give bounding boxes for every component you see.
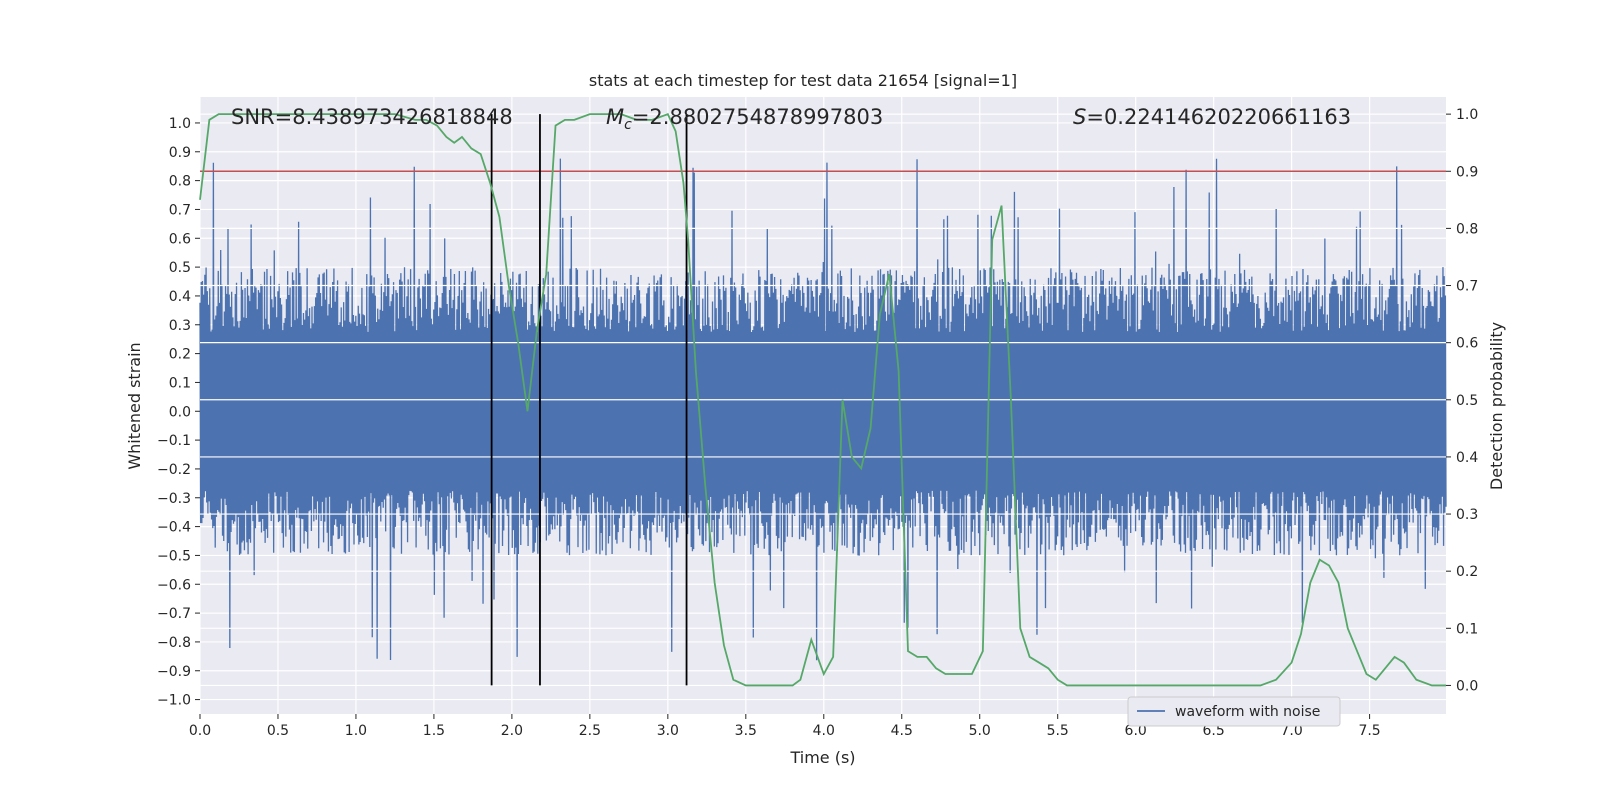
- y-tick-label-left: 0.1: [169, 375, 191, 391]
- snr-annotation: SNR=8.438973426818848: [231, 105, 513, 129]
- y-ticks-left: −1.0 −0.9 −0.8 −0.7 −0.6 −0.5 −0.4 −0.3 −0.2 −0.1…: [157, 116, 200, 709]
- y-tick-label-left: 0.9: [169, 145, 191, 161]
- y-tick-label-left: −0.6: [157, 577, 191, 593]
- y-tick-label-right: 0.9: [1456, 164, 1478, 180]
- x-tick-label: 5.5: [1047, 723, 1069, 739]
- y-tick-label-left: 0.7: [169, 202, 191, 218]
- x-tick-label: 0.5: [267, 723, 289, 739]
- x-tick-label: 4.5: [891, 723, 913, 739]
- s-annotation: S=0.22414620220661163: [1073, 105, 1351, 129]
- y-tick-label-left: −1.0: [157, 693, 191, 709]
- y-ticks-right: 0.0 0.1 0.2 0.3 0.4 0.5 0.6 0.7 0.8 0.9 1.0: [1446, 107, 1478, 694]
- x-tick-label: 2.5: [579, 723, 601, 739]
- legend: waveform with noise: [1127, 696, 1341, 727]
- x-axis-label: Time (s): [789, 748, 855, 767]
- x-tick-label: 4.0: [813, 723, 835, 739]
- y-axis-label-left: Whitened strain: [125, 342, 144, 469]
- y-tick-label-right: 1.0: [1456, 107, 1478, 123]
- x-ticks: 0.0 0.5 1.0 1.5 2.0 2.5 3.0 3.5 4.0 4.5 5.0 5.5 6.0 6…: [189, 714, 1381, 739]
- chirp-mass-subscript: c: [624, 117, 632, 133]
- y-tick-label-left: −0.5: [157, 548, 191, 564]
- y-tick-label-left: −0.2: [157, 462, 191, 478]
- y-tick-label-left: 0.0: [169, 404, 191, 420]
- x-tick-label: 0.0: [189, 723, 211, 739]
- y-tick-label-right: 0.2: [1456, 564, 1478, 580]
- y-tick-label-left: 0.2: [169, 347, 191, 363]
- x-tick-label: 2.0: [501, 723, 523, 739]
- y-tick-label-left: −0.4: [157, 520, 191, 536]
- x-tick-label: 7.5: [1358, 723, 1380, 739]
- y-tick-label-right: 0.1: [1456, 621, 1478, 637]
- y-tick-label-right: 0.7: [1456, 279, 1478, 295]
- chirp-mass-value: =2.8802754878997803: [632, 105, 883, 129]
- y-tick-label-left: 0.6: [169, 231, 191, 247]
- y-tick-label-left: −0.3: [157, 491, 191, 507]
- x-tick-label: 3.5: [735, 723, 757, 739]
- y-tick-label-left: −0.9: [157, 664, 191, 680]
- y-tick-label-right: 0.6: [1456, 336, 1478, 352]
- y-tick-label-left: 0.8: [169, 174, 191, 190]
- y-tick-label-right: 0.5: [1456, 393, 1478, 409]
- x-tick-label: 6.0: [1125, 723, 1147, 739]
- chart-title: stats at each timestep for test data 216…: [589, 71, 1017, 90]
- y-tick-label-right: 0.0: [1456, 678, 1478, 694]
- s-symbol: S: [1073, 105, 1086, 129]
- y-tick-label-left: 0.5: [169, 260, 191, 276]
- y-tick-label-left: 0.4: [169, 289, 191, 305]
- y-tick-label-right: 0.4: [1456, 450, 1478, 466]
- legend-label: waveform with noise: [1175, 704, 1320, 720]
- detection-probability-line: [199, 113, 1446, 687]
- y-tick-label-right: 0.8: [1456, 221, 1478, 237]
- y-tick-label-left: −0.8: [157, 635, 191, 651]
- chirp-mass-annotation: Mc=2.8802754878997803: [606, 105, 883, 133]
- x-tick-label: 6.5: [1203, 723, 1225, 739]
- x-tick-label: 1.0: [345, 723, 367, 739]
- y-tick-label-left: −0.7: [157, 606, 191, 622]
- x-tick-label: 7.0: [1280, 723, 1302, 739]
- vertical-markers: [490, 114, 688, 686]
- y-tick-label-left: −0.1: [157, 433, 191, 449]
- x-tick-label: 5.0: [969, 723, 991, 739]
- x-tick-label: 1.5: [423, 723, 445, 739]
- s-value: =0.22414620220661163: [1086, 105, 1351, 129]
- y-tick-label-left: 0.3: [169, 318, 191, 334]
- chirp-mass-symbol: M: [606, 105, 624, 129]
- y-tick-label-left: 1.0: [169, 116, 191, 132]
- x-tick-label: 3.0: [657, 723, 679, 739]
- legend-box: [1127, 696, 1341, 727]
- y-tick-label-right: 0.3: [1456, 507, 1478, 523]
- y-axis-label-right: Detection probability: [1487, 322, 1506, 490]
